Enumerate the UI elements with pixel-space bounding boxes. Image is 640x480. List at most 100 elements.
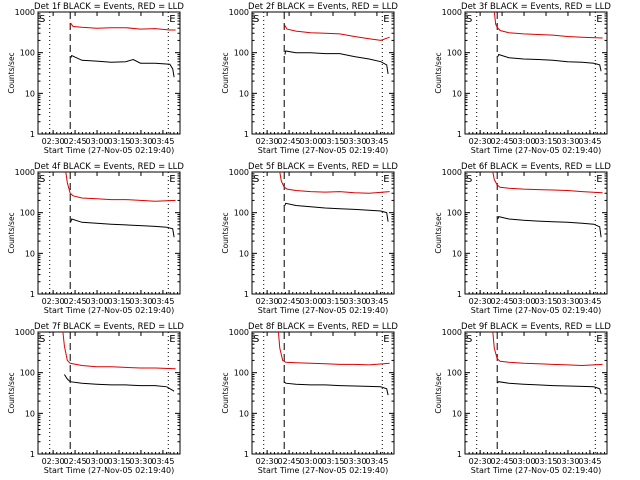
x-tick-label: 02:30 [42,137,65,146]
x-tick-label: 03:30 [556,297,579,306]
y-tick-label: 100 [447,369,462,378]
end-marker: E [383,174,389,185]
y-tick-label: 100 [447,209,462,218]
chart-panel-1: Det 1f BLACK = Events, RED = LLD 1 10 100 10… [7,2,184,155]
x-tick-label: 03:15 [321,297,344,306]
plot-frame [464,11,608,135]
chart-title: Det 1f BLACK = Events, RED = LLD [34,2,184,12]
lld-series-line [492,171,603,194]
chart-panel-6: Det 6f BLACK = Events, RED = LLD 1 10 100 10… [434,162,611,315]
x-tick-label: 02:30 [469,457,492,466]
y-tick-label: 1 [457,450,462,459]
x-tick-label: 03:00 [300,457,323,466]
y-tick-label: 1000 [229,328,249,337]
x-tick-label: 03:00 [513,457,536,466]
x-tick-label: 02:45 [491,297,514,306]
events-series-line [284,202,389,222]
y-tick-label: 10 [25,249,35,258]
end-marker: E [596,334,602,345]
y-tick-label: 1000 [15,328,35,337]
x-tick-label: 03:15 [107,457,130,466]
y-axis-label: Counts/sec [221,372,230,413]
y-tick-label: 10 [25,409,35,418]
x-tick-label: 02:45 [278,137,301,146]
x-tick-label: 02:30 [469,297,492,306]
x-axis-label: Start Time (27-Nov-05 02:19:40) [258,466,388,475]
end-marker: E [383,14,389,25]
x-tick-label: 03:30 [129,137,152,146]
y-tick-label: 100 [20,369,35,378]
y-tick-label: 1000 [442,168,462,177]
plot-frame [251,331,395,455]
end-marker: E [169,334,175,345]
y-tick-label: 100 [234,369,249,378]
chart-panel-8: Det 8f BLACK = Events, RED = LLD 1 10 100 10… [221,322,398,475]
x-tick-label: 03:30 [343,457,366,466]
y-tick-label: 100 [20,49,35,58]
chart-title: Det 2f BLACK = Events, RED = LLD [248,2,398,12]
x-tick-label: 03:45 [151,457,174,466]
end-marker: E [169,14,175,25]
chart-title: Det 3f BLACK = Events, RED = LLD [461,2,611,12]
x-axis-label: Start Time (27-Nov-05 02:19:40) [258,146,388,155]
lld-series-line [69,22,176,31]
start-marker: S [39,334,45,345]
x-tick-label: 03:00 [513,297,536,306]
y-axis-label: Counts/sec [7,52,16,93]
events-series-line [63,374,175,392]
plot-frame [37,11,181,135]
y-tick-label: 10 [239,89,249,98]
y-tick-label: 1 [30,450,35,459]
y-axis-label: Counts/sec [221,52,230,93]
y-tick-label: 10 [25,89,35,98]
chart-title: Det 4f BLACK = Events, RED = LLD [34,162,184,172]
lld-series-line [277,331,390,366]
start-marker: S [39,174,45,185]
y-axis-label: Counts/sec [7,212,16,253]
lld-series-line [283,24,390,41]
chart-panel-7: Det 7f BLACK = Events, RED = LLD 1 10 100 10… [7,322,184,475]
x-tick-label: 03:00 [513,137,536,146]
x-tick-label: 03:15 [321,137,344,146]
x-tick-label: 03:30 [129,457,152,466]
x-tick-label: 03:15 [534,297,557,306]
x-tick-label: 03:15 [107,297,130,306]
x-axis-label: Start Time (27-Nov-05 02:19:40) [471,466,601,475]
x-tick-label: 03:00 [300,137,323,146]
x-tick-label: 03:00 [86,457,109,466]
x-tick-label: 02:30 [256,137,279,146]
events-series-line [283,381,389,396]
y-tick-label: 1 [457,290,462,299]
x-tick-label: 02:30 [256,457,279,466]
x-tick-label: 03:30 [343,297,366,306]
y-tick-label: 100 [234,209,249,218]
y-axis-label: Counts/sec [434,52,443,93]
chart-panel-2: Det 2f BLACK = Events, RED = LLD 1 10 100 10… [221,2,398,155]
y-tick-label: 10 [452,249,462,258]
y-tick-label: 1000 [15,168,35,177]
x-tick-label: 03:45 [365,297,388,306]
x-tick-label: 03:45 [578,297,601,306]
x-tick-label: 03:45 [151,297,174,306]
plot-frame [251,11,395,135]
x-tick-label: 03:30 [556,457,579,466]
x-tick-label: 03:45 [365,457,388,466]
events-series-line [70,218,175,238]
lld-series-line [62,331,176,370]
x-tick-label: 03:30 [343,137,366,146]
y-tick-label: 100 [20,209,35,218]
x-tick-label: 03:45 [151,137,174,146]
start-marker: S [39,14,45,25]
chart-panel-5: Det 5f BLACK = Events, RED = LLD 1 10 100 10… [221,162,398,315]
x-tick-label: 03:15 [321,457,344,466]
x-tick-label: 03:00 [300,297,323,306]
x-tick-label: 02:45 [64,457,87,466]
start-marker: S [466,14,472,25]
start-marker: S [466,174,472,185]
x-tick-label: 02:45 [64,137,87,146]
y-tick-label: 10 [452,409,462,418]
lld-series-line [492,331,603,367]
x-tick-label: 02:30 [42,297,65,306]
y-tick-label: 1 [244,450,249,459]
